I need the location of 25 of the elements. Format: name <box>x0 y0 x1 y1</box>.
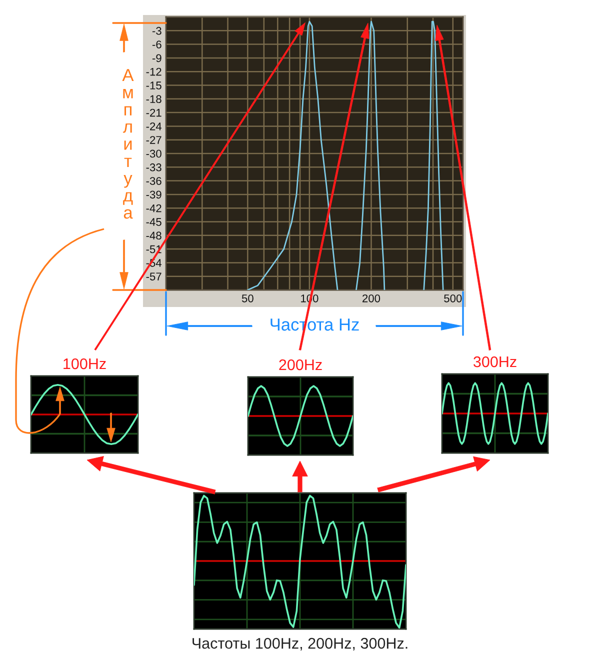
chart-title: 200Hz <box>279 359 322 370</box>
x-tick-label: 200 <box>362 294 380 302</box>
y-tick-label: -42 <box>146 204 162 212</box>
y-tick-label: -9 <box>152 54 162 62</box>
y-tick-label: -30 <box>146 150 162 158</box>
x-tick-label: 50 <box>242 294 254 302</box>
y-tick-label: -3 <box>152 26 162 35</box>
y-tick-label: -45 <box>146 218 162 226</box>
y-tick-label: -6 <box>152 40 162 48</box>
y-tick-label: -12 <box>146 68 162 76</box>
chart-title: 300Hz <box>474 356 516 368</box>
y-tick-label: -15 <box>146 82 162 90</box>
y-tick-label: -33 <box>146 163 162 172</box>
y-tick-label: -39 <box>146 190 162 199</box>
y-tick-label: -57 <box>146 272 162 280</box>
text: Частоты 100Hz, 200Hz, 300Hz. <box>192 638 408 651</box>
chart-title: 100Hz <box>64 358 106 370</box>
y-tick-label: -21 <box>146 108 162 117</box>
y-tick-label: -27 <box>146 136 162 144</box>
y-tick-label: -36 <box>146 177 162 185</box>
x-tick-label: 500 <box>444 294 462 302</box>
y-tick-label: -24 <box>146 122 162 130</box>
y-tick-label: -18 <box>146 95 162 104</box>
text: Амплитуда <box>122 69 134 219</box>
y-tick-label: -48 <box>146 232 162 240</box>
